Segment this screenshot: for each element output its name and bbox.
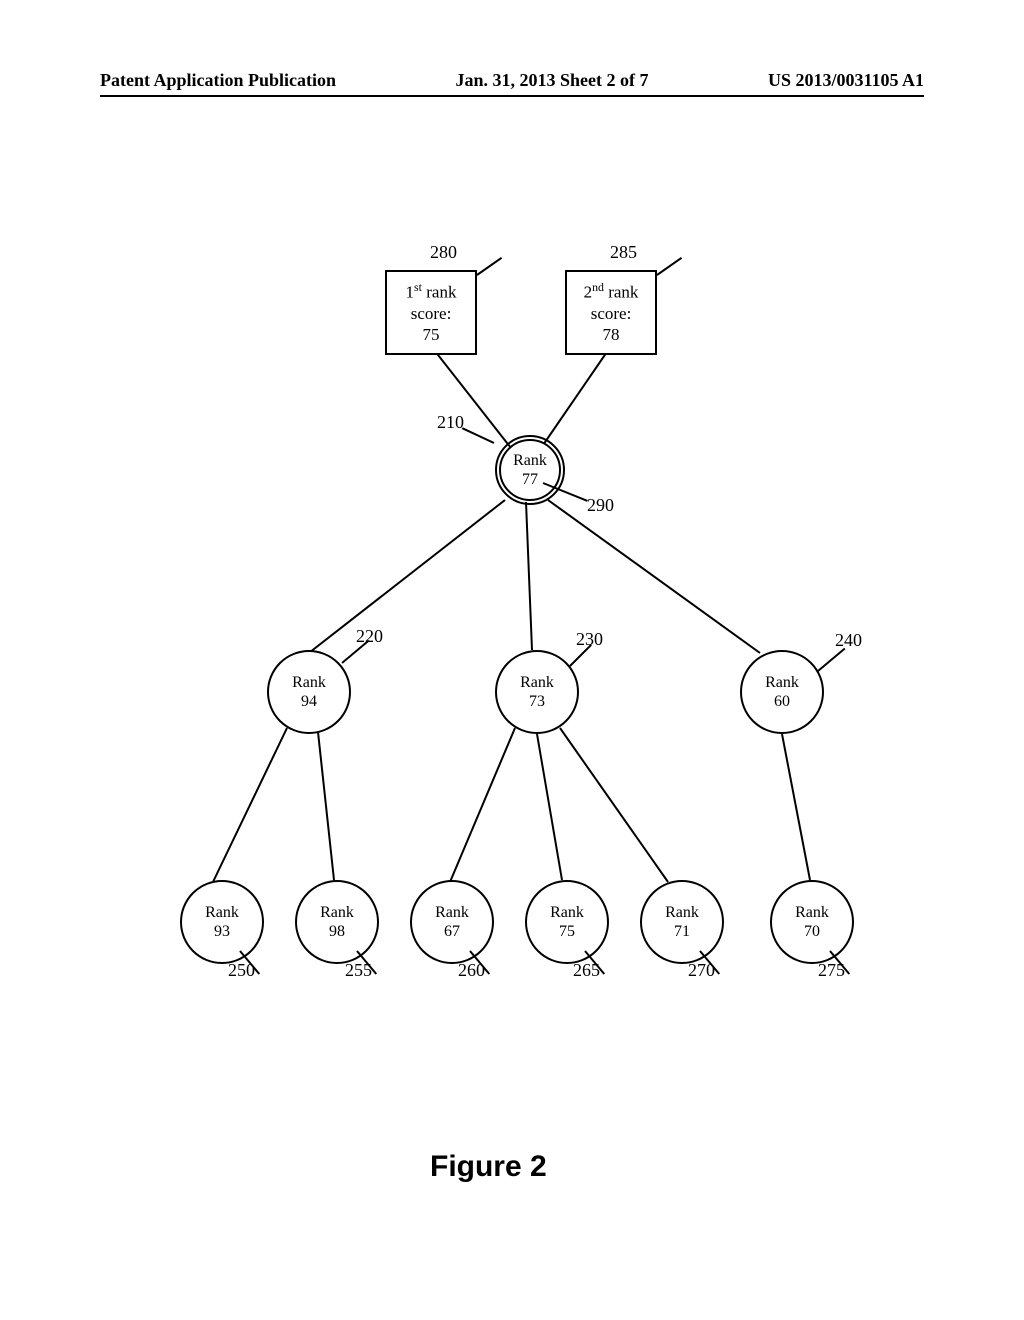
reference-number: 240 (835, 630, 862, 651)
tree-diagram: 1st rankscore:752802nd rankscore:78285Ra… (100, 250, 924, 1070)
node-value: 75 (559, 922, 575, 941)
node-label: Rank (320, 903, 354, 922)
page-header: Patent Application Publication Jan. 31, … (100, 70, 924, 97)
node-label: Rank (205, 903, 239, 922)
node-label: Rank (795, 903, 829, 922)
page: Patent Application Publication Jan. 31, … (0, 0, 1024, 1320)
node-value: 60 (774, 692, 790, 711)
tree-edge (782, 734, 810, 880)
node-label: Rank (765, 673, 799, 692)
node-value: 94 (301, 692, 317, 711)
node-value: 77 (522, 470, 538, 489)
node-label: Rank (435, 903, 469, 922)
node-value: 70 (804, 922, 820, 941)
level2-node: Rank94 (267, 650, 351, 734)
leaf-node: Rank70 (770, 880, 854, 964)
tree-edge (526, 502, 532, 650)
node-value: 93 (214, 922, 230, 941)
tree-edge (450, 728, 515, 882)
reference-number: 210 (437, 412, 464, 433)
leaf-node: Rank71 (640, 880, 724, 964)
score-line1: 2nd rank (573, 280, 649, 303)
score-line3: 78 (573, 324, 649, 345)
figure-caption: Figure 2 (430, 1150, 547, 1184)
node-value: 73 (529, 692, 545, 711)
tree-edge (318, 732, 334, 880)
leaf-node: Rank67 (410, 880, 494, 964)
score-line2: score: (573, 303, 649, 324)
reference-number: 280 (430, 242, 457, 263)
leaf-node: Rank93 (180, 880, 264, 964)
root-node: Rank77 (499, 439, 561, 501)
level2-node: Rank60 (740, 650, 824, 734)
score-line2: score: (393, 303, 469, 324)
reference-number: 285 (610, 242, 637, 263)
header-center: Jan. 31, 2013 Sheet 2 of 7 (456, 70, 649, 91)
score-line1: 1st rank (393, 280, 469, 303)
node-label: Rank (550, 903, 584, 922)
tree-edge (537, 734, 562, 880)
rank-score-box: 1st rankscore:75 (385, 270, 477, 355)
node-label: Rank (665, 903, 699, 922)
header-right: US 2013/0031105 A1 (768, 70, 924, 91)
tree-edge (305, 500, 505, 656)
rank-score-box: 2nd rankscore:78 (565, 270, 657, 355)
tree-edge (560, 728, 668, 882)
node-label: Rank (513, 451, 547, 470)
tree-edge (212, 728, 287, 884)
level2-node: Rank73 (495, 650, 579, 734)
node-label: Rank (520, 673, 554, 692)
score-line3: 75 (393, 324, 469, 345)
leaf-node: Rank98 (295, 880, 379, 964)
reference-number: 290 (587, 495, 614, 516)
node-value: 98 (329, 922, 345, 941)
node-value: 71 (674, 922, 690, 941)
tree-edge (541, 346, 611, 448)
leaf-node: Rank75 (525, 880, 609, 964)
node-value: 67 (444, 922, 460, 941)
node-label: Rank (292, 673, 326, 692)
header-left: Patent Application Publication (100, 70, 336, 91)
reference-number: 220 (356, 626, 383, 647)
